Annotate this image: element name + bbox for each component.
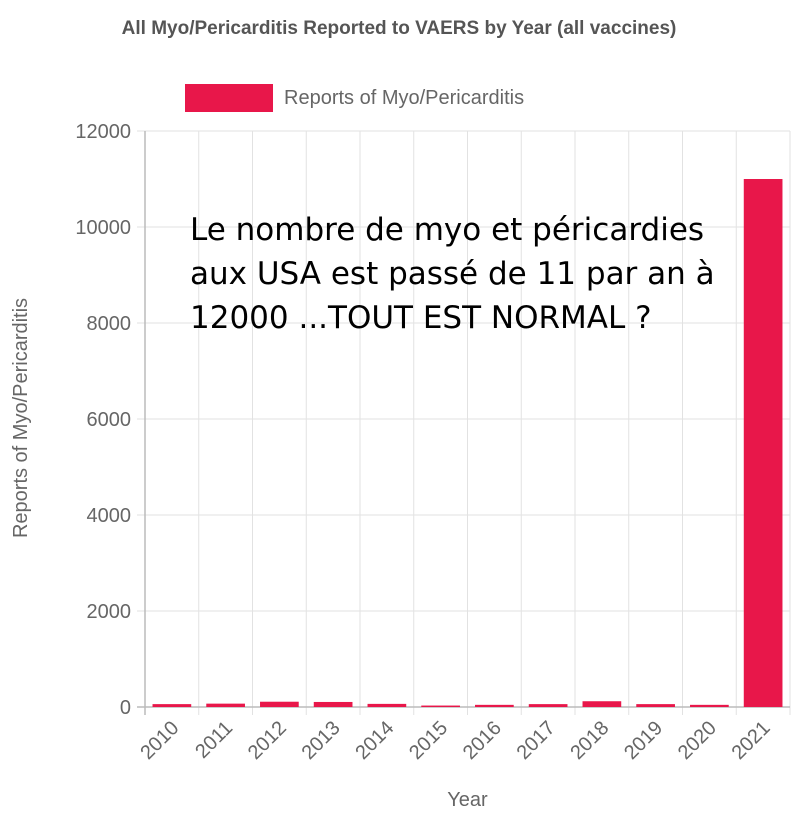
bar	[528, 704, 568, 707]
bar	[152, 704, 192, 707]
bar	[690, 704, 729, 707]
x-tick-label: 2015	[405, 717, 452, 764]
y-tick-label: 4000	[87, 505, 132, 527]
bar	[475, 704, 514, 707]
bar	[313, 701, 353, 707]
x-tick-label: 2020	[674, 717, 721, 764]
y-tick-label: 8000	[87, 313, 132, 335]
y-axis-title: Reports of Myo/Pericarditis	[10, 298, 32, 538]
bar	[206, 703, 245, 707]
legend-label: Reports of Myo/Pericarditis	[284, 86, 525, 109]
y-tick-label: 10000	[75, 217, 131, 239]
bar	[743, 179, 783, 707]
bar	[260, 701, 299, 707]
x-tick-label: 2018	[566, 717, 613, 764]
bar	[636, 704, 675, 707]
legend[interactable]: Reports of Myo/Pericarditis	[185, 84, 524, 112]
y-tick-label: 6000	[87, 409, 132, 431]
x-tick-label: 2014	[351, 717, 398, 764]
x-tick-label: 2013	[298, 717, 345, 764]
bar	[421, 705, 460, 707]
bar	[367, 703, 407, 707]
x-tick-label: 2017	[513, 717, 560, 764]
x-tick-label: 2011	[191, 717, 237, 763]
x-tick-label: 2019	[620, 717, 667, 764]
y-tick-label: 12000	[75, 121, 131, 143]
x-axis-title: Year	[447, 789, 488, 811]
y-tick-label: 0	[120, 697, 131, 719]
annotation-text: Le nombre de myo et péricardies aux USA …	[190, 212, 715, 336]
chart-title: All Myo/Pericarditis Reported to VAERS b…	[121, 18, 677, 39]
bar	[582, 701, 622, 707]
x-tick-label: 2021	[728, 717, 775, 764]
legend-swatch	[185, 84, 273, 112]
x-tick-label: 2012	[244, 717, 291, 764]
y-tick-label: 2000	[87, 601, 132, 623]
x-tick-label: 2016	[459, 717, 506, 764]
x-tick-label: 2010	[136, 717, 183, 764]
